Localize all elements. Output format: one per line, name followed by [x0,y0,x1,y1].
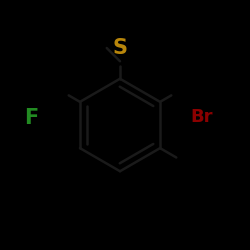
Text: Br: Br [190,108,212,126]
Text: S: S [113,38,128,58]
Text: F: F [24,108,39,128]
